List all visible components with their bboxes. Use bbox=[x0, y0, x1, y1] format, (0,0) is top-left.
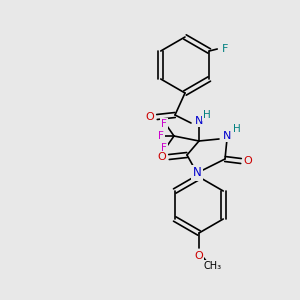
Text: F: F bbox=[158, 131, 164, 141]
Text: O: O bbox=[146, 112, 154, 122]
Text: F: F bbox=[161, 119, 167, 129]
Text: F: F bbox=[222, 44, 228, 54]
Text: O: O bbox=[244, 156, 252, 166]
Text: O: O bbox=[158, 152, 166, 162]
Text: N: N bbox=[223, 131, 231, 141]
Text: H: H bbox=[233, 124, 241, 134]
Text: N: N bbox=[193, 167, 201, 179]
Text: O: O bbox=[195, 251, 203, 261]
Text: N: N bbox=[195, 116, 203, 126]
Text: F: F bbox=[161, 143, 167, 153]
Text: CH₃: CH₃ bbox=[204, 261, 222, 271]
Text: H: H bbox=[203, 110, 211, 120]
